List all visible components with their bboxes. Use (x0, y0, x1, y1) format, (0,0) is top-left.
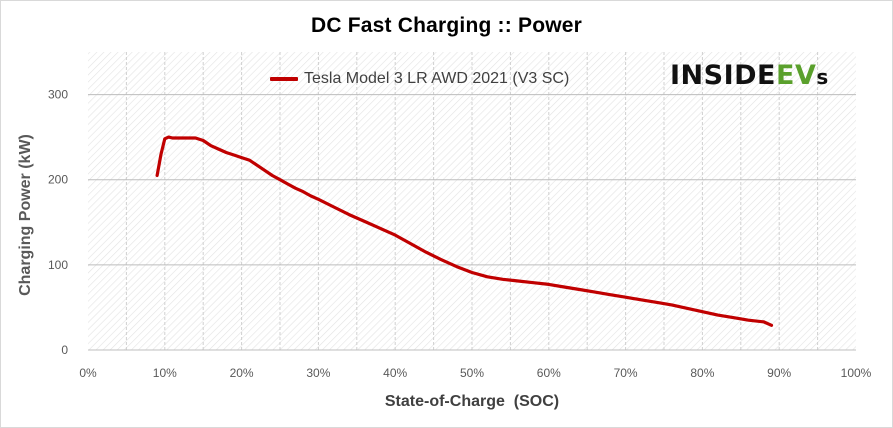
y-tick-label: 300 (48, 88, 68, 102)
x-tick-label: 50% (460, 366, 484, 380)
y-tick-label: 0 (61, 343, 68, 357)
chart-title: DC Fast Charging :: Power (310, 14, 583, 37)
y-tick-label: 100 (48, 258, 68, 272)
x-tick-label: 40% (383, 366, 407, 380)
series-group (155, 135, 774, 327)
x-tick-label: 100% (841, 366, 872, 380)
y-tick-labels: 0 100 200 300 (48, 88, 68, 357)
legend-swatch (270, 77, 298, 81)
x-tick-labels: 0% 10% 20% 30% 40% 50% 60% 70% 80% 90% 100% (79, 366, 871, 380)
series-line (155, 135, 774, 327)
x-tick-label: 70% (614, 366, 638, 380)
x-tick-label: 60% (537, 366, 561, 380)
x-tick-label: 80% (690, 366, 714, 380)
logo-text-inside: INSIDE (670, 60, 776, 91)
x-tick-label: 90% (767, 366, 791, 380)
x-tick-label: 20% (230, 366, 254, 380)
x-tick-label: 10% (153, 366, 177, 380)
logo-text-ev: EV (776, 60, 817, 91)
insideevs-logo: INSIDEEVs (670, 60, 829, 91)
x-axis-label: State-of-Charge (SOC) (384, 393, 560, 410)
logo-text-s: s (816, 65, 829, 89)
x-tick-label: 30% (306, 366, 330, 380)
horizontal-gridlines (88, 94, 856, 351)
y-axis-label: Charging Power (kW) (17, 134, 34, 296)
plot-area (88, 52, 856, 350)
legend: Tesla Model 3 LR AWD 2021 (V3 SC) (270, 70, 569, 88)
y-tick-label: 200 (48, 173, 68, 187)
legend-label: Tesla Model 3 LR AWD 2021 (V3 SC) (304, 70, 570, 87)
x-tick-label: 0% (79, 366, 97, 380)
